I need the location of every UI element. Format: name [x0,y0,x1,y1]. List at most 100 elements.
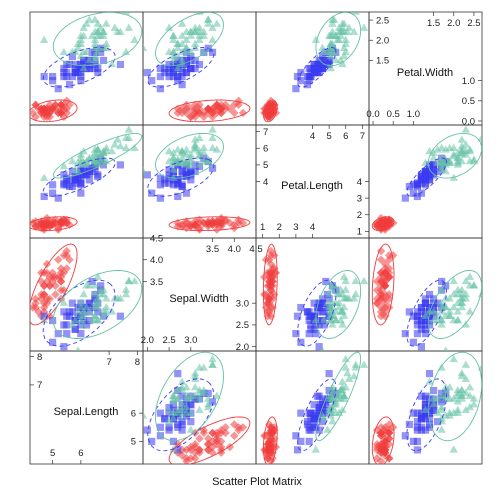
data-point-g2-5 [182,145,191,153]
data-point-g1-14 [315,321,323,329]
data-point-g2-48 [328,402,337,411]
data-point-g0-38 [37,294,46,304]
data-point-g2-21 [107,146,117,155]
data-point-g1-44 [303,420,312,429]
panel-ellipses-3-3 [371,351,482,464]
data-point-g2-48 [465,402,475,411]
data-point-g0-37 [56,108,66,118]
data-point-g1-35 [425,321,434,329]
tick-label-lo-right-2-2: 3 [357,193,362,204]
panel-points-3-1 [143,354,248,464]
data-point-g2-39 [326,315,335,324]
data-point-g2-42 [326,311,335,319]
tick-label-hi-left-3-0: 1.5 [376,56,389,67]
data-point-g2-14 [90,298,100,306]
data-point-g1-26 [178,426,186,434]
data-point-g1-45 [85,299,93,307]
data-point-g2-36 [190,369,200,377]
data-point-g1-48 [325,370,333,378]
data-point-g1-22 [191,395,199,403]
ellipse-g2 [52,270,143,339]
data-point-g0-30 [56,264,66,273]
tick-label-hi-left-2-2: 6 [263,144,268,155]
data-point-g1-39 [425,167,434,176]
data-point-g2-8 [102,294,111,302]
data-point-g1-37 [417,189,426,197]
data-point-g1-42 [60,68,68,77]
data-point-g2-48 [82,281,91,289]
data-point-g1-3 [409,189,417,197]
ellipse-g2 [427,270,482,339]
data-point-g1-36 [65,176,74,184]
data-point-g0-41 [190,440,200,449]
data-point-g1-14 [165,171,173,179]
data-point-g2-34 [445,411,454,419]
data-point-g1-23 [315,392,323,400]
data-point-g1-30 [305,316,313,325]
data-point-g1-4 [417,325,426,333]
data-point-g0-43 [56,100,66,110]
data-point-g2-22 [169,35,178,43]
ellipse-g0 [30,99,78,123]
tick-label-lo-right-1-1: 2.5 [236,320,249,331]
data-point-g2-20 [328,320,337,328]
data-point-g2-30 [481,367,482,368]
data-point-g1-46 [313,60,322,69]
data-point-g0-46 [203,108,213,118]
data-point-g1-46 [425,316,434,325]
data-point-g1-21 [63,330,71,338]
data-point-g1-39 [318,60,327,69]
data-point-g0-27 [195,434,204,443]
data-point-g2-20 [328,417,337,425]
variable-name-1: Sepal.Width [169,293,228,305]
data-point-g1-38 [318,299,327,307]
data-point-g1-42 [315,426,323,434]
data-point-g2-47 [336,315,345,324]
data-point-g1-17 [421,316,430,325]
ellipse-g0 [168,416,251,464]
tick-label-lo-bottom-3-1: 0.5 [387,109,400,120]
data-point-g1-21 [156,181,164,189]
data-point-g0-26 [195,445,204,455]
data-point-g0-27 [51,290,60,299]
data-point-g2-49 [93,43,102,52]
data-point-g2-7 [453,307,462,315]
data-point-g2-2 [59,161,69,170]
data-point-g0-23 [380,307,390,317]
data-point-g2-25 [173,43,182,52]
data-point-g1-37 [417,409,426,417]
data-point-g2-44 [199,47,209,56]
data-point-g1-42 [60,171,68,179]
data-point-g1-38 [77,167,85,176]
data-point-g1-49 [310,312,318,320]
data-point-g1-21 [413,423,422,431]
data-point-g1-3 [297,338,305,346]
data-point-g2-45 [96,285,105,293]
data-point-g2-19 [71,315,80,324]
data-point-g0-43 [384,428,394,438]
data-point-g2-29 [195,405,204,414]
data-point-g1-37 [77,189,85,197]
data-point-g2-16 [102,307,111,315]
data-point-g2-30 [481,283,482,285]
data-point-g0-42 [59,104,69,114]
panel-ellipses-3-2 [262,351,362,464]
data-point-g2-38 [326,47,335,56]
data-point-g2-22 [39,35,49,43]
data-point-g2-46 [90,15,100,23]
tick-label-lo-bottom-2-1: 2 [277,222,282,233]
data-point-g2-48 [203,402,213,411]
data-point-g2-11 [359,276,369,285]
tick-label-hi-left-0-0: 7 [37,380,42,391]
data-point-g2-36 [457,294,467,302]
data-point-g1-1 [178,392,186,400]
panel-points-1-1 [143,125,248,234]
data-point-g2-42 [326,63,335,72]
data-point-g0-5 [56,272,66,282]
data-point-g0-46 [268,281,277,291]
data-point-g0-46 [45,108,54,118]
data-point-g2-4 [76,302,86,311]
data-point-g2-20 [68,156,77,165]
data-point-g2-2 [186,425,196,433]
data-point-g0-38 [380,294,390,304]
